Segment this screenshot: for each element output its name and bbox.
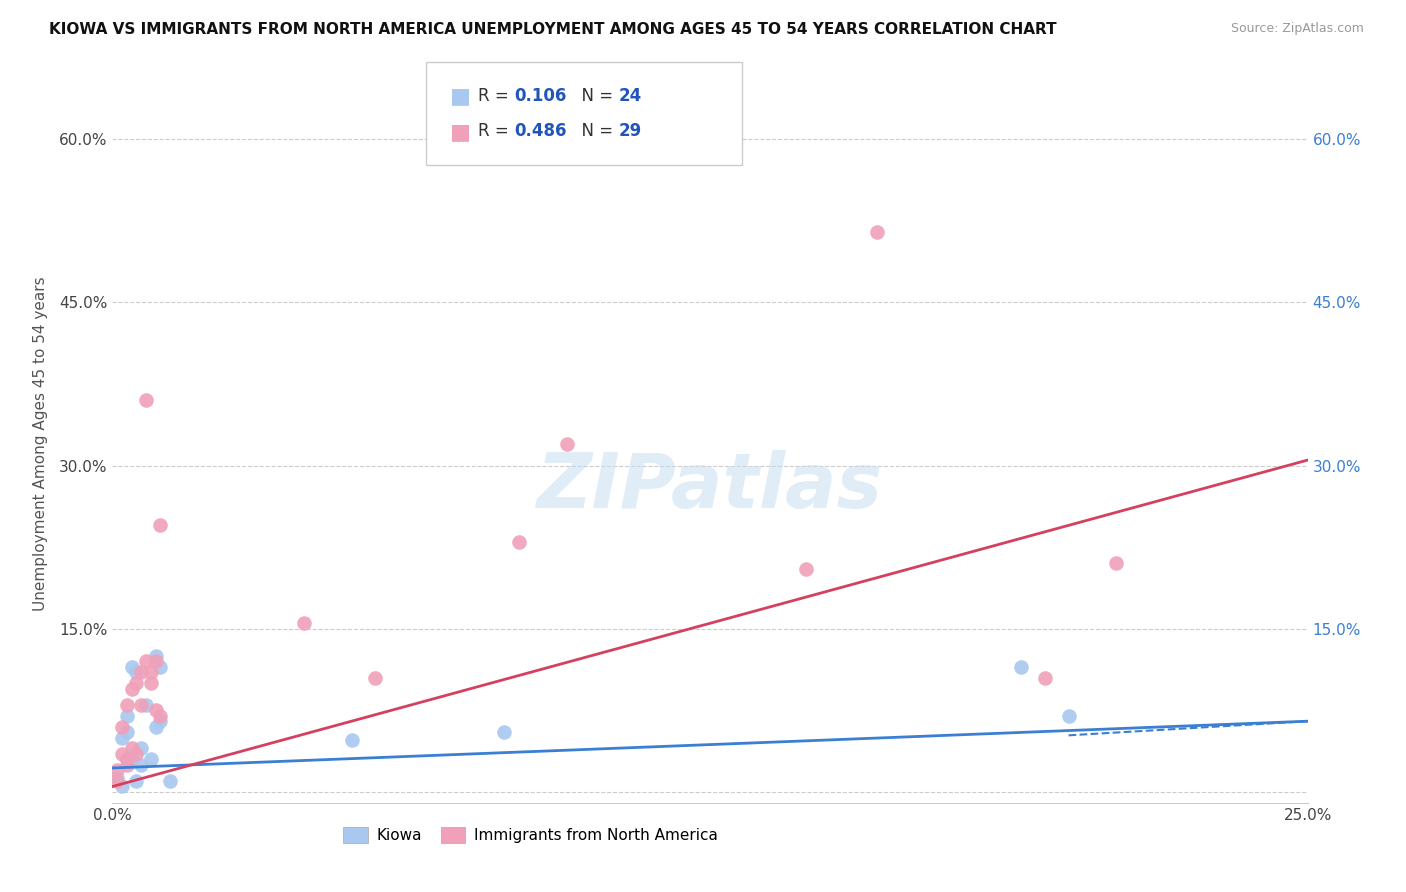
Text: R =: R = [478,87,515,104]
Point [135,393,157,408]
Point [121,660,143,674]
Point [508,534,530,549]
Point [494,725,516,739]
Point [115,725,138,739]
Text: Source: ZipAtlas.com: Source: ZipAtlas.com [1230,22,1364,36]
Point [149,714,172,729]
Point [1010,660,1032,674]
Point [105,763,128,777]
Point [125,747,148,761]
Text: 0.106: 0.106 [515,87,567,104]
Point [866,225,889,239]
Point [340,732,363,747]
Point [129,698,152,712]
Point [129,665,152,680]
Point [364,671,387,685]
Point [115,708,138,723]
Text: ■: ■ [450,122,471,142]
Point [115,757,138,772]
Text: ■: ■ [450,87,471,106]
Point [115,752,138,766]
Point [111,720,134,734]
Point [105,771,128,785]
Point [129,741,152,756]
Point [139,752,162,766]
Point [292,616,315,631]
Point [125,676,148,690]
Point [145,654,167,668]
Point [145,720,167,734]
Point [145,703,167,717]
Point [111,780,134,794]
Point [1057,708,1080,723]
Legend: Kiowa, Immigrants from North America: Kiowa, Immigrants from North America [337,821,724,849]
Point [115,752,138,766]
Point [125,774,148,789]
Text: ZIPatlas: ZIPatlas [537,450,883,524]
Point [115,698,138,712]
Text: 24: 24 [619,87,643,104]
Point [121,752,143,766]
Point [555,436,578,450]
Point [135,654,157,668]
Point [115,752,138,766]
Text: R =: R = [478,122,515,140]
Point [794,562,817,576]
Point [105,774,128,789]
Text: N =: N = [571,87,619,104]
Point [125,665,148,680]
Text: N =: N = [571,122,619,140]
Point [149,708,172,723]
Point [145,648,167,663]
Point [129,757,152,772]
Point [139,676,162,690]
Point [135,698,157,712]
Point [111,747,134,761]
Point [121,741,143,756]
Point [111,731,134,745]
Point [149,660,172,674]
Point [121,681,143,696]
Point [139,665,162,680]
Text: KIOWA VS IMMIGRANTS FROM NORTH AMERICA UNEMPLOYMENT AMONG AGES 45 TO 54 YEARS CO: KIOWA VS IMMIGRANTS FROM NORTH AMERICA U… [49,22,1057,37]
Y-axis label: Unemployment Among Ages 45 to 54 years: Unemployment Among Ages 45 to 54 years [32,277,48,611]
Point [1033,671,1056,685]
Text: 29: 29 [619,122,643,140]
Point [149,518,172,533]
Point [1105,557,1128,571]
Text: 0.486: 0.486 [515,122,567,140]
Point [159,774,181,789]
